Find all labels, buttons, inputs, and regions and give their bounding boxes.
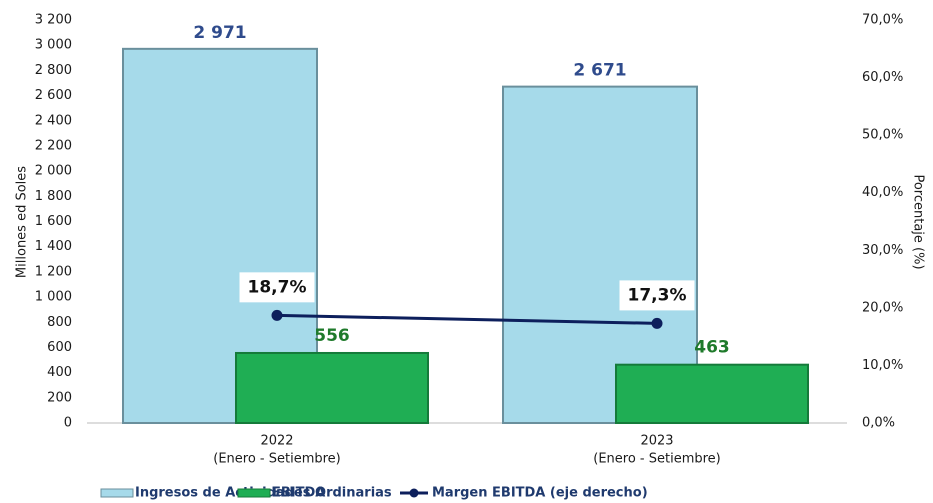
legend-marker: [409, 488, 419, 498]
value-label: 556: [314, 326, 350, 346]
x-tick-sublabel: (Enero - Setiembre): [213, 452, 341, 467]
value-label: 2 971: [193, 23, 246, 43]
label-box: [239, 272, 315, 303]
value-label: 18,7%: [248, 277, 307, 297]
line-point: [271, 309, 283, 321]
y-tick-label: 2 400: [35, 113, 72, 128]
y-tick-label: 400: [47, 365, 72, 380]
legend-swatch: [237, 488, 271, 498]
y-tick-label: 1 200: [35, 264, 72, 279]
y-tick-label: 0: [64, 416, 72, 431]
y2-axis-label: Porcentaje (%): [911, 174, 926, 269]
x-tick-sublabel: (Enero - Setiembre): [593, 452, 721, 467]
y-tick-label: 1 800: [35, 189, 72, 204]
bar: [615, 363, 809, 425]
y-tick-label: 3 000: [35, 38, 72, 53]
y-tick-label: 600: [47, 340, 72, 355]
y2-tick-label: 70,0%: [862, 13, 903, 28]
y2-tick-label: 50,0%: [862, 128, 903, 143]
y2-tick-label: 40,0%: [862, 185, 903, 200]
y2-tick-label: 20,0%: [862, 300, 903, 315]
value-label: 463: [694, 338, 730, 358]
y-tick-label: 2 000: [35, 164, 72, 179]
y-tick-label: 1 000: [35, 290, 72, 305]
y-tick-label: 2 200: [35, 138, 72, 153]
legend-label: Margen EBITDA (eje derecho): [432, 486, 648, 501]
x-tick-label: 2022: [260, 434, 293, 449]
value-label: 17,3%: [628, 285, 687, 305]
y-tick-label: 2 600: [35, 88, 72, 103]
y-tick-label: 3 200: [35, 13, 72, 28]
y2-tick-label: 60,0%: [862, 70, 903, 85]
x-tick-label: 2023: [640, 434, 673, 449]
y2-tick-label: 0,0%: [862, 416, 895, 431]
y-tick-label: 1 400: [35, 239, 72, 254]
legend-swatch: [100, 488, 134, 498]
y-tick-label: 800: [47, 315, 72, 330]
label-box: [619, 280, 695, 311]
y2-tick-label: 10,0%: [862, 358, 903, 373]
value-label-box: 18,7%: [239, 272, 315, 303]
bar: [235, 351, 429, 425]
value-label-box: 17,3%: [619, 280, 695, 311]
y-tick-label: 2 800: [35, 63, 72, 78]
y-axis-label: Millones ed Soles: [15, 166, 30, 278]
legend-label: EBITDA: [272, 486, 325, 501]
y-tick-label: 200: [47, 390, 72, 405]
line-point: [651, 317, 663, 329]
value-label: 2 671: [573, 61, 626, 81]
y-tick-label: 1 600: [35, 214, 72, 229]
line: [276, 313, 658, 325]
y2-tick-label: 30,0%: [862, 243, 903, 258]
